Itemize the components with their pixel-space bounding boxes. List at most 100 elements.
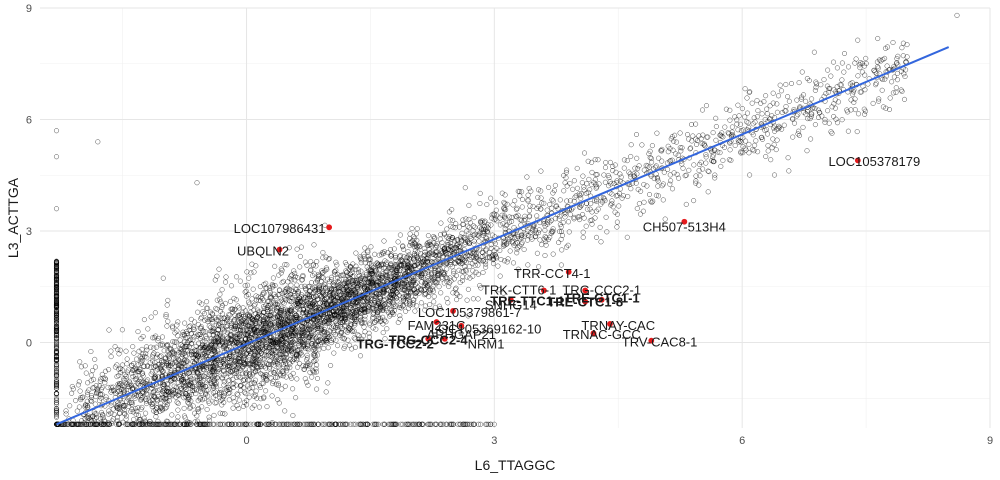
data-point [380,314,386,320]
data-point [206,323,212,329]
data-point [53,372,60,379]
data-point [211,421,217,427]
data-point [365,249,371,255]
data-point [338,309,344,315]
data-point [641,167,647,173]
data-point [88,348,94,355]
data-point [356,336,362,343]
data-point [634,155,640,161]
data-point [133,373,139,379]
data-point [53,410,60,416]
data-point [450,246,456,252]
data-point [735,102,741,108]
data-point [53,397,60,403]
data-point [491,421,497,427]
data-point [254,421,260,427]
data-point [684,131,691,138]
data-point [441,230,447,236]
data-point [550,251,556,257]
data-point [427,421,434,427]
data-point [717,150,723,156]
data-point [331,330,337,336]
data-point [437,421,443,427]
data-point [488,195,494,201]
data-point [184,421,190,427]
data-point [726,157,732,163]
data-point [152,421,158,427]
data-point [251,380,257,386]
data-point [163,313,169,320]
data-point [425,233,431,239]
data-point [557,197,563,203]
data-point [53,345,60,351]
data-point [242,283,248,289]
data-point [738,128,744,134]
data-point [175,319,181,325]
data-point [514,240,520,246]
data-point [543,235,549,241]
data-point [75,421,81,427]
data-point [644,183,650,189]
data-point [79,395,85,401]
data-point [391,246,397,252]
data-point [443,421,450,427]
data-point [334,262,340,268]
data-point [434,273,440,279]
data-point [282,383,288,389]
data-point [53,356,60,362]
data-point [829,130,835,136]
data-point [80,421,86,427]
data-point [71,421,77,427]
data-point [541,200,547,206]
data-point [332,421,338,427]
data-point [648,155,654,162]
data-point [96,397,103,403]
data-point [152,387,158,394]
data-point [511,235,518,241]
data-point [64,421,70,427]
data-point [69,421,75,427]
data-point [282,408,288,414]
wall-points [53,258,60,420]
data-point [160,421,166,427]
data-point [440,421,446,427]
data-point [358,421,365,427]
data-point [307,267,314,273]
data-point [249,320,256,326]
data-point [887,95,893,101]
data-point [53,400,60,406]
data-point [269,381,276,387]
data-point [788,80,795,87]
data-point [181,351,187,357]
data-point [246,275,252,281]
data-point [227,369,233,375]
data-point [549,228,555,234]
data-point [400,294,406,300]
data-point [319,421,325,427]
data-point [53,268,60,275]
data-point [116,385,122,391]
data-point [131,360,137,367]
data-point [593,172,599,178]
data-point [854,129,860,135]
data-point [53,304,60,310]
data-point [92,401,98,407]
data-point [425,271,432,277]
data-point [223,324,229,330]
data-point [270,275,276,281]
data-point [244,398,250,404]
data-point [272,421,278,427]
data-point [226,421,232,427]
data-point [108,421,115,427]
data-point [291,421,297,427]
data-point [500,221,506,227]
data-point [411,297,417,303]
data-point [257,421,263,427]
data-point [53,358,60,364]
data-point [390,421,396,427]
data-point [146,397,152,403]
data-point [101,417,107,423]
data-point [285,421,291,427]
data-point [278,421,284,427]
data-point [352,336,358,342]
